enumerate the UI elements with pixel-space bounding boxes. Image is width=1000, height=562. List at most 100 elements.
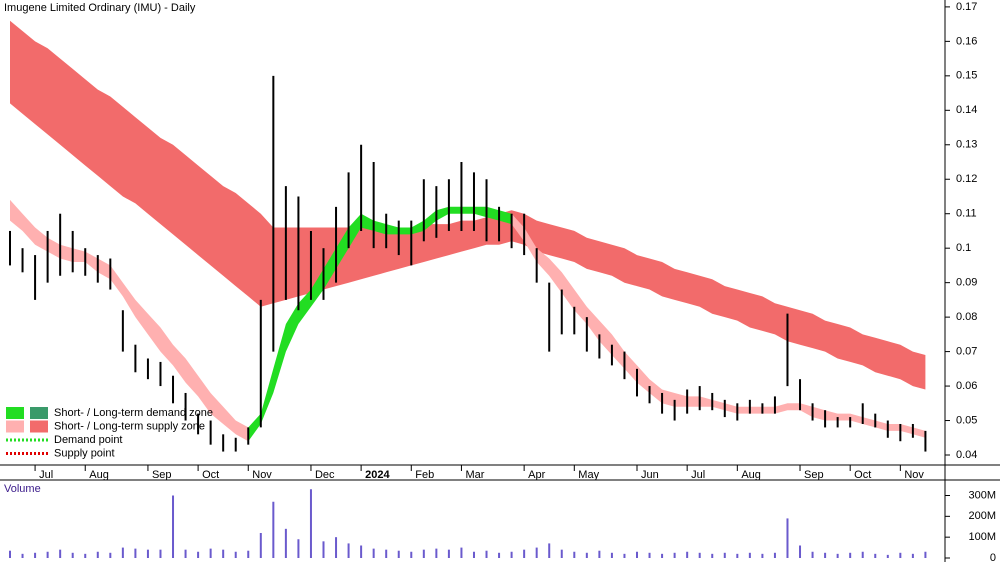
volume-bar [222,549,225,558]
volume-bar [748,552,751,558]
x-tick-label: Sep [152,469,172,481]
legend-swatch [30,420,48,433]
volume-bar [59,549,62,558]
volume-bar [109,552,112,558]
volume-bar [297,539,300,558]
volume-bar [874,553,877,558]
volume-bar [272,501,275,558]
volume-bar [9,550,11,558]
legend-label: Short- / Long-term supply zone [54,420,205,432]
volume-bar [335,537,338,558]
y-tick-label: 0.12 [956,173,977,185]
volume-bar [510,551,513,558]
x-tick-label: Nov [904,469,924,481]
volume-bar [247,550,250,558]
y-tick-label: 300M [968,489,996,501]
volume-bar [360,545,363,558]
volume-bar [209,548,212,558]
volume-bar [184,549,187,558]
legend-swatch [6,407,24,419]
y-tick-label: 0.13 [956,139,977,151]
legend-swatch [30,407,48,419]
y-tick-label: 0.05 [956,414,977,426]
y-tick-label: 0.17 [956,1,977,13]
volume-bar [824,552,827,558]
volume-bar [924,551,927,558]
volume-bar [372,548,375,558]
legend-swatch [6,420,24,433]
volume-bar [259,533,262,558]
x-tick-label: Nov [252,469,272,481]
volume-bar [96,551,99,558]
x-tick-label: Jun [641,469,659,481]
volume-bar [234,551,237,558]
volume-bar [347,543,350,558]
y-tick-label: 100M [968,531,996,543]
volume-bar [197,551,200,558]
y-tick-label: 0.09 [956,277,977,289]
y-tick-label: 200M [968,510,996,522]
volume-bar [661,553,664,558]
volume-bar [498,552,501,558]
y-tick-label: 0.15 [956,70,977,82]
volume-bar [585,552,588,558]
volume-bar [861,551,864,558]
volume-bar [159,549,162,558]
volume-bar [673,552,676,558]
x-tick-label: Sep [804,469,824,481]
volume-bar [397,550,400,558]
y-tick-label: 0.08 [956,311,977,323]
zone-area [10,199,249,442]
volume-bar [560,549,563,558]
volume-bar [410,551,413,558]
volume-bar [836,553,839,558]
x-tick-label: Jul [39,469,53,481]
volume-bar [773,552,776,558]
y-tick-label: 0.11 [956,208,977,220]
legend-label: Short- / Long-term demand zone [54,407,213,419]
zone-area [511,213,926,438]
volume-bar [172,495,175,558]
volume-bar [21,553,24,558]
volume-bar [849,552,852,558]
volume-bar [598,550,601,558]
x-tick-label: Oct [854,469,871,481]
volume-bar [460,547,463,558]
x-tick-label: Apr [528,469,545,481]
volume-bar [886,554,889,558]
legend-label: Supply point [54,447,115,459]
volume-bar [146,549,149,558]
volume-bar [134,548,137,558]
volume-bar [548,543,551,558]
x-tick-label: Dec [315,469,335,481]
volume-bar [535,547,538,558]
volume-bar [34,552,37,558]
x-tick-label: May [578,469,599,481]
y-tick-label: 0 [990,552,996,562]
volume-bar [485,550,488,558]
volume-bar [761,553,764,558]
volume-bar [523,549,526,558]
volume-bar [447,549,450,558]
y-tick-label: 0.14 [956,104,977,116]
x-tick-label: Jul [691,469,705,481]
legend-label: Demand point [54,434,123,446]
chart-title: Imugene Limited Ordinary (IMU) - Daily [4,2,196,14]
volume-title: Volume [4,483,41,495]
volume-bar [911,553,914,558]
x-tick-label: Mar [465,469,484,481]
volume-bar [71,552,74,558]
volume-bar [736,553,739,558]
volume-bar [698,552,701,558]
volume-bar [648,552,651,558]
volume-bar [811,551,814,558]
x-tick-label: 2024 [365,469,390,481]
volume-bar [573,551,576,558]
y-tick-label: 0.1 [956,242,971,254]
x-tick-label: Feb [415,469,434,481]
volume-bar [46,551,49,558]
volume-bar [623,553,626,558]
volume-bar [899,552,902,558]
volume-bar [84,553,87,558]
x-tick-label: Oct [202,469,219,481]
